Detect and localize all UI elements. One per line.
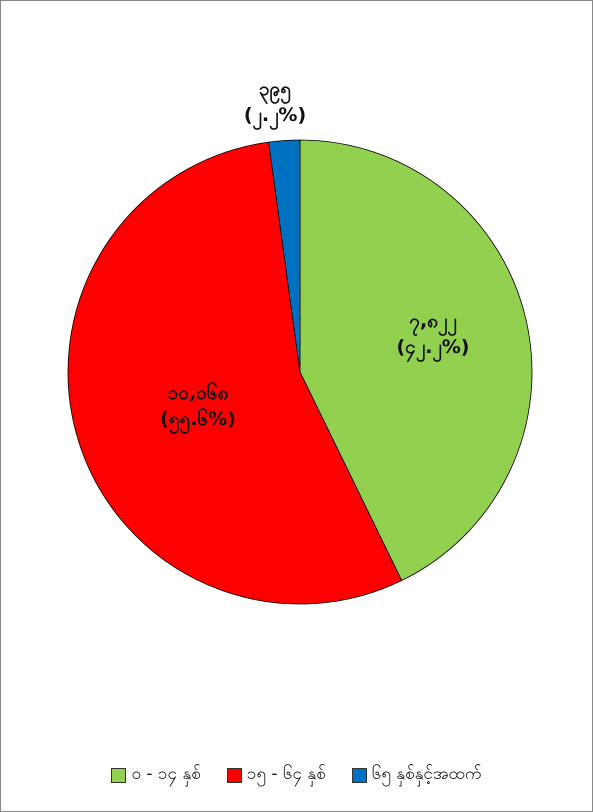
pie-slice-15-64 xyxy=(67,141,403,605)
legend-item-15-64: ၁၅ - ၆၄ နှစ် xyxy=(226,763,326,788)
slice-label-15-64: ၁၀,၀၆၈ (၅၅.၆%) xyxy=(143,380,253,432)
pie-slice-0-14 xyxy=(299,139,533,582)
chart-legend: ၀ - ၁၄ နှစ် ၁၅ - ၆၄ နှစ် ၆၅ နှစ်နှင့်အထက… xyxy=(0,760,593,790)
legend-label-15-64: ၁၅ - ၆၄ နှစ် xyxy=(246,763,326,784)
legend-swatch-15-64 xyxy=(226,767,242,783)
slice-value-0-14: ၇,၈၂၂ xyxy=(409,310,457,332)
slice-label-65-plus: ၃၉၅ (၂.၂%) xyxy=(235,76,315,128)
slice-value-65-plus: ၃၉၅ xyxy=(258,78,292,100)
legend-label-65-plus: ၆၅ နှစ်နှင့်အထက် xyxy=(371,763,482,784)
slice-value-15-64: ၁၀,၀၆၈ xyxy=(167,382,229,404)
legend-label-0-14: ၀ - ၁၄ နှစ် xyxy=(131,763,201,784)
legend-item-0-14: ၀ - ၁၄ နှစ် xyxy=(111,763,201,788)
slice-label-0-14: ၇,၈၂၂ (၄၂.၂%) xyxy=(378,308,488,360)
slice-percent-65-plus: (၂.၂%) xyxy=(243,104,307,126)
pie-slice-65-plus xyxy=(268,139,301,373)
legend-item-65-plus: ၆၅ နှစ်နှင့်အထက် xyxy=(351,763,482,788)
slice-percent-0-14: (၄၂.၂%) xyxy=(396,336,470,358)
slice-percent-15-64: (၅၅.၆%) xyxy=(160,408,236,430)
legend-swatch-65-plus xyxy=(351,767,367,783)
legend-swatch-0-14 xyxy=(111,767,127,783)
